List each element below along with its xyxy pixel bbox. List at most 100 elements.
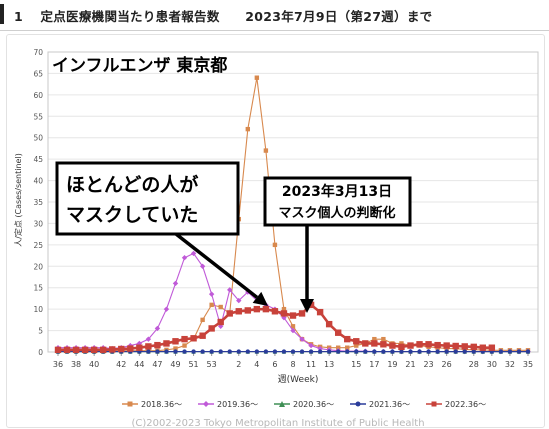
x-tick-label: 6 — [272, 360, 277, 369]
y-tick-label: 20 — [33, 262, 43, 271]
y-tick-label: 30 — [33, 219, 43, 228]
data-point — [453, 349, 457, 353]
data-point — [526, 349, 530, 353]
data-point — [281, 310, 287, 316]
data-point — [389, 342, 395, 348]
x-tick-label: 21 — [405, 360, 415, 369]
data-point — [55, 347, 61, 353]
annotations: ほとんどの人がマスクしていた2023年3月13日マスク個人の判断化 — [57, 163, 410, 313]
data-point — [489, 345, 495, 351]
data-point — [246, 349, 250, 353]
data-point — [398, 344, 404, 350]
data-point — [344, 336, 350, 342]
data-point — [209, 303, 213, 307]
data-point — [282, 349, 286, 353]
data-point — [335, 330, 341, 336]
data-point — [246, 127, 250, 131]
data-point — [200, 349, 204, 353]
data-point — [362, 340, 368, 346]
data-point — [164, 306, 169, 311]
data-point — [326, 321, 332, 327]
y-tick-label: 15 — [33, 284, 43, 293]
x-tick-label: 13 — [324, 360, 334, 369]
legend: 2018.36～ 2019.36～ 2020.36～ 2021.36～ 2022.36～ — [122, 400, 486, 409]
data-point — [255, 76, 259, 80]
x-tick-label: 26 — [442, 360, 452, 369]
data-point — [444, 349, 448, 353]
legend-marker — [128, 402, 133, 407]
data-point — [499, 349, 503, 353]
y-tick-label: 25 — [33, 241, 43, 250]
data-point — [182, 343, 186, 347]
y-tick-label: 45 — [33, 155, 43, 164]
x-tick-label: 47 — [152, 360, 162, 369]
data-point — [100, 347, 106, 353]
x-tick-label: 11 — [306, 360, 316, 369]
data-point — [136, 345, 142, 351]
data-point — [209, 349, 213, 353]
data-point — [146, 349, 150, 353]
data-point — [109, 346, 115, 352]
data-point — [372, 349, 376, 353]
data-point — [354, 349, 358, 353]
data-point — [443, 342, 449, 348]
y-axis-label: 人/定点 (Cases/sentinel) — [13, 153, 23, 247]
y-tick-label: 65 — [33, 69, 43, 78]
data-point — [217, 319, 223, 325]
data-point — [64, 347, 70, 353]
data-point — [434, 342, 440, 348]
data-point — [218, 349, 222, 353]
data-point — [255, 349, 259, 353]
data-point — [435, 349, 439, 353]
data-point — [336, 349, 340, 353]
y-tick-label: 60 — [33, 91, 43, 100]
data-point — [363, 349, 367, 353]
y-tick-label: 40 — [33, 177, 43, 186]
y-tick-label: 70 — [33, 48, 43, 57]
data-point — [462, 343, 468, 349]
chart-title: インフルエンザ 東京都 — [52, 55, 227, 76]
x-tick-label: 17 — [369, 360, 379, 369]
legend-label: 2021.36～ — [369, 400, 410, 409]
mask-before-text: ほとんどの人が — [66, 173, 198, 196]
legend-marker — [432, 402, 437, 407]
data-point — [309, 349, 313, 353]
data-point — [426, 349, 430, 353]
y-tick-label: 10 — [33, 305, 43, 314]
data-point — [345, 349, 349, 353]
data-point — [381, 337, 385, 341]
data-point — [181, 336, 187, 342]
data-point — [299, 310, 305, 316]
x-tick-label: 53 — [207, 360, 217, 369]
data-point — [380, 341, 386, 347]
data-point — [218, 305, 222, 309]
y-tick-label: 35 — [33, 198, 43, 207]
data-point — [200, 318, 204, 322]
data-point — [155, 349, 159, 353]
data-point — [172, 338, 178, 344]
data-point — [264, 349, 268, 353]
data-point — [82, 347, 88, 353]
series-line — [58, 253, 528, 351]
data-point — [273, 349, 277, 353]
data-point — [182, 255, 187, 260]
x-tick-label: 32 — [505, 360, 515, 369]
data-point — [173, 281, 178, 286]
data-point — [272, 308, 278, 314]
data-point — [480, 345, 486, 351]
data-point — [381, 349, 385, 353]
data-point — [245, 307, 251, 313]
data-point — [371, 340, 377, 346]
x-tick-label: 38 — [71, 360, 81, 369]
y-tick-label: 5 — [38, 327, 43, 336]
data-point — [318, 349, 322, 353]
x-tick-label: 2 — [236, 360, 241, 369]
mask-before-text: マスクしていた — [66, 204, 198, 226]
data-point — [327, 349, 331, 353]
data-point — [452, 343, 458, 349]
data-point — [127, 345, 133, 351]
data-point — [182, 349, 186, 353]
data-point — [508, 349, 512, 353]
x-tick-label: 49 — [170, 360, 180, 369]
